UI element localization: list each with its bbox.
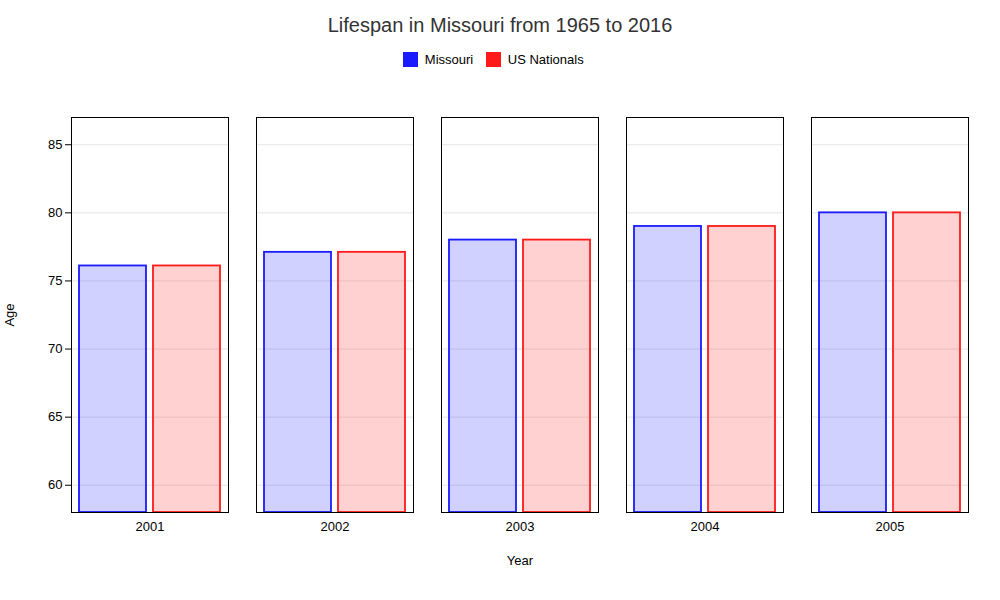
svg-text:Age: Age bbox=[2, 303, 17, 326]
svg-text:2001: 2001 bbox=[136, 518, 165, 533]
svg-text:85: 85 bbox=[48, 136, 62, 151]
svg-text:75: 75 bbox=[48, 273, 62, 288]
html-text:Missouri: Missouri bbox=[424, 52, 474, 67]
svg-text:70: 70 bbox=[48, 341, 62, 356]
svg-text:65: 65 bbox=[48, 409, 62, 424]
svg-text:2004: 2004 bbox=[691, 518, 720, 533]
svg-text:60: 60 bbox=[48, 477, 62, 492]
html-text:Lifespan in Missouri from 1965: Lifespan in Missouri from 1965 to 2016 bbox=[327, 14, 673, 36]
svg-text:2002: 2002 bbox=[321, 518, 350, 533]
svg-text:Year: Year bbox=[507, 552, 534, 567]
html-text:US Nationals: US Nationals bbox=[507, 52, 584, 67]
svg-text:80: 80 bbox=[48, 205, 62, 220]
svg-text:2003: 2003 bbox=[506, 518, 535, 533]
svg-text:2005: 2005 bbox=[876, 518, 905, 533]
